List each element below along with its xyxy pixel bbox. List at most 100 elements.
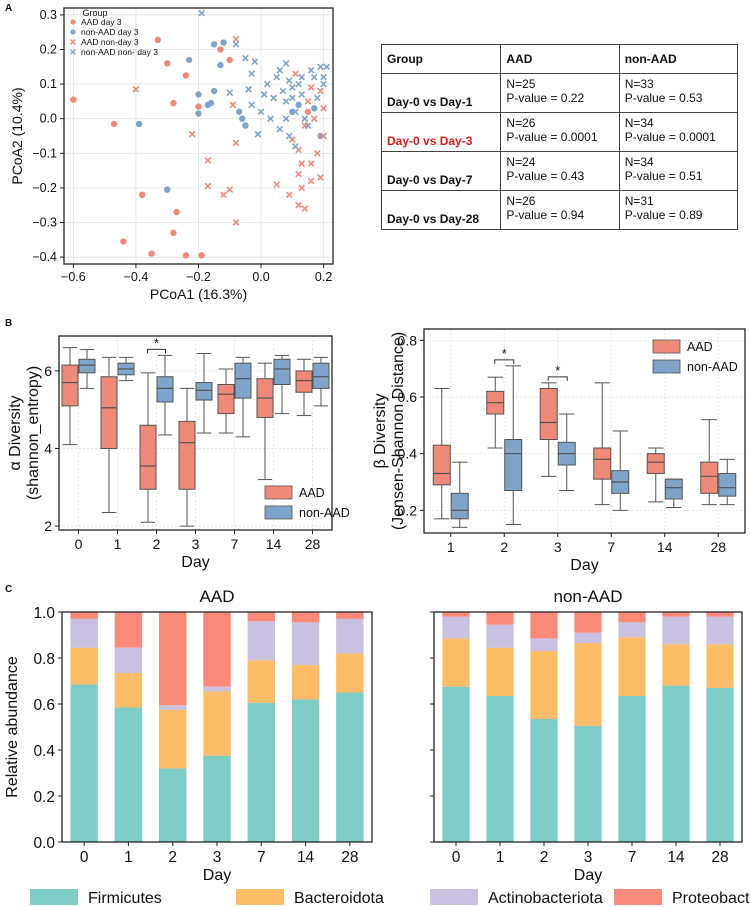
y-axis-label: α Diversity — [7, 395, 24, 470]
box — [78, 358, 96, 374]
legend-marker-x — [70, 39, 76, 45]
scatter-point-x — [273, 73, 281, 81]
scatter-point-x — [304, 122, 312, 129]
stacked-bar-segment — [706, 616, 734, 645]
x-tick-label: 7 — [231, 536, 239, 552]
x-tick-label: 3 — [192, 536, 200, 552]
stacked-bar-segment — [618, 622, 646, 638]
scatter-point — [185, 56, 193, 64]
y-tick-label: 2 — [44, 518, 52, 534]
y-tick-label: 0.8 — [398, 332, 418, 348]
scatter-point — [182, 252, 190, 259]
scatter-point — [164, 60, 171, 67]
boxplot-frame — [58, 335, 333, 531]
legend-swatch — [652, 339, 681, 354]
legend-label: Firmicutes — [88, 890, 162, 907]
x-tick-label: 2 — [500, 539, 508, 555]
y-tick-label: −0.2 — [32, 181, 57, 195]
scatter-point-x — [298, 73, 306, 81]
scatter-point-x — [295, 80, 302, 88]
x-axis-label: Day — [574, 867, 602, 884]
stacked-bar-segment — [662, 612, 690, 617]
stacked-bar-segment — [530, 612, 558, 639]
stacked-bar-segment — [530, 718, 558, 842]
box — [646, 453, 665, 474]
barchart-frame — [61, 611, 373, 843]
box — [312, 362, 330, 389]
stacked-bar-segment — [247, 660, 276, 703]
box — [234, 362, 252, 399]
stacked-bar-segment — [442, 616, 470, 639]
x-axis-label: Day — [181, 554, 209, 571]
scatter-point — [164, 186, 171, 193]
table-row: Day-0 vs Day-7 N=24 P-value = 0.43 N=34 P-… — [380, 151, 739, 191]
cell-nonaad-p: P-value = 0.0001 — [624, 130, 716, 144]
stacked-bar-segment — [530, 651, 558, 719]
scatter-point-x — [298, 91, 306, 98]
row-label: Day-0 vs Day-7 — [380, 151, 502, 191]
x-tick-label: 14 — [297, 849, 315, 866]
legend-label: Proteobacteria — [672, 890, 750, 907]
scatter-point-x — [288, 94, 296, 102]
x-tick-label: 0 — [452, 849, 461, 866]
table-header-row: Group AAD non-AAD — [380, 44, 739, 74]
scatter-point — [295, 101, 302, 109]
x-tick-label: −0.2 — [186, 270, 211, 284]
cell-nonaad-n: N=34 — [624, 155, 654, 169]
scatter-point-x — [260, 91, 268, 98]
scatter-point-x — [285, 191, 293, 199]
box — [295, 370, 313, 393]
stacked-bar-segment — [114, 672, 143, 708]
stacked-bar-segment — [574, 632, 602, 644]
scatter-point-x — [273, 181, 281, 188]
y-tick-label: 0.2 — [398, 502, 418, 518]
cell-aad-n: N=24 — [506, 155, 536, 169]
scatter-point — [235, 108, 243, 115]
legend-swatch — [264, 485, 293, 500]
stacked-bar-segment — [203, 612, 231, 687]
y-tick-label: 0.0 — [40, 112, 57, 126]
y-tick-label: −0.4 — [32, 250, 57, 264]
legend-marker — [70, 29, 76, 35]
stacked-bar-segment — [291, 699, 320, 842]
scatter-point-x — [304, 98, 312, 105]
scatter-point-x — [198, 9, 205, 17]
cell-aad: N=24 P-value = 0.43 — [500, 151, 620, 191]
x-tick-label: 2 — [153, 536, 161, 552]
y-axis-label: Relative abundance — [4, 656, 21, 798]
stacked-bar-segment — [618, 612, 646, 623]
x-tick-label: 2 — [168, 849, 177, 866]
scatter-point — [210, 87, 218, 95]
stacked-bar-segment — [442, 612, 470, 617]
scatter-point-x — [245, 85, 252, 93]
barchart-frame — [433, 611, 743, 843]
scatter-point-x — [295, 170, 302, 178]
x-tick-label: −0.6 — [61, 270, 86, 284]
scatter-point — [217, 46, 224, 53]
significance-bracket — [147, 348, 166, 354]
x-tick-label: 7 — [607, 539, 615, 555]
scatter-point — [198, 252, 205, 259]
x-tick-label: 7 — [257, 849, 266, 866]
legend-label: Bacteroidota — [294, 890, 384, 907]
cell-nonaad: N=31 P-value = 0.89 — [618, 190, 739, 230]
scatter-point — [204, 101, 212, 109]
scatter-point-x — [226, 186, 234, 193]
scatter-point-x — [279, 87, 287, 95]
scatter-point-x — [295, 201, 302, 209]
stacked-bar-segment — [574, 725, 602, 842]
scatter-point-x — [317, 87, 324, 95]
scatter-point-x — [323, 63, 331, 71]
header-group: Group — [380, 44, 502, 74]
scatter-point-x — [232, 35, 240, 43]
x-tick-label: 28 — [341, 849, 358, 866]
legend-swatch — [652, 359, 681, 374]
scatter-point — [242, 122, 249, 129]
scatter-point — [217, 61, 224, 69]
scatter-point — [195, 110, 202, 117]
legend-swatch — [236, 889, 284, 905]
cell-nonaad-n: N=33 — [624, 77, 654, 91]
x-axis-label: PCoA1 (16.3%) — [150, 286, 247, 302]
cell-aad-n: N=26 — [506, 116, 536, 130]
